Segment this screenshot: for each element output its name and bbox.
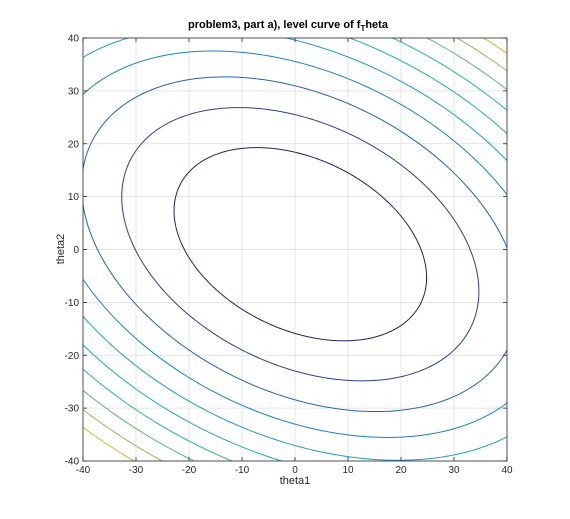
y-tick-label: 30 [68,86,80,97]
y-tick-label: 40 [68,34,80,45]
chart-title-tail: heta [365,19,389,31]
y-tick-label: -40 [65,457,80,468]
y-tick-label: -10 [65,298,80,309]
chart-title-subscript: T [360,24,365,33]
contour-level-3000 [83,38,507,461]
x-tick-label: -20 [182,465,197,476]
contour-level-2500 [83,38,507,461]
contour-level-1000 [121,107,480,382]
y-tick-label: 20 [68,139,80,150]
x-tick-label: 10 [342,465,354,476]
x-tick-label: -30 [129,465,144,476]
x-axis-label: theta1 [280,475,311,487]
x-tick-label: -40 [76,465,91,476]
x-tick-label: 40 [501,465,513,476]
y-tick-label: 0 [73,245,79,256]
x-tick-label: 20 [395,465,407,476]
y-tick-label: -20 [65,351,80,362]
chart-title-main: problem3, part a), level curve of f [188,19,361,31]
y-tick-label: 10 [68,192,80,203]
contour-level-500 [173,147,428,342]
axis-ticks: -40 -30 -20 -10 0 10 20 30 40 -40 -30 -20 -10 0 10 20 30… [65,34,513,477]
grid-lines [83,38,507,461]
x-tick-label: 0 [292,465,298,476]
x-tick-label: 30 [448,465,460,476]
y-tick-label: -30 [65,404,80,415]
contour-level-3500 [83,38,507,461]
x-tick-label: -10 [235,465,250,476]
y-axis-label: theta2 [55,234,67,265]
contour-level-2000 [83,50,507,438]
chart-title: problem3, part a), level curve of fTheta [188,19,389,33]
contour-level-1500 [83,76,507,413]
